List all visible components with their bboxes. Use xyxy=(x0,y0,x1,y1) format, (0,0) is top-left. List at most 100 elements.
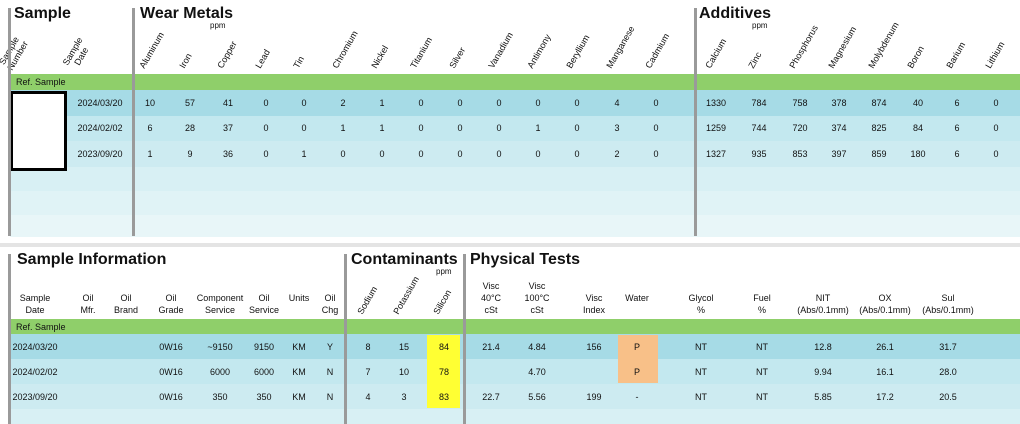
wear-metal-value: 0 xyxy=(574,149,580,159)
column-header: Phosphorus xyxy=(787,23,821,70)
column-header: Chromium xyxy=(330,29,360,70)
contaminant-value: 10 xyxy=(398,367,409,377)
sample-info-value: 2024/02/02 xyxy=(12,367,58,377)
column-header: Fuel % xyxy=(753,293,771,315)
wear-metal-value: 0 xyxy=(418,149,424,159)
column-header: Visc 40°C cSt xyxy=(480,281,502,315)
additive-value: 744 xyxy=(751,123,767,133)
wear-metal-value: 10 xyxy=(144,98,155,108)
sample-info-value: 2023/09/20 xyxy=(12,392,58,402)
contaminant-value: 7 xyxy=(365,367,371,377)
empty-row-band xyxy=(10,409,1020,424)
wear-metal-value: 0 xyxy=(263,149,269,159)
sample-info-value: Y xyxy=(326,342,333,352)
column-header: Potassium xyxy=(391,274,422,316)
wear-metal-value: 0 xyxy=(653,149,659,159)
divider xyxy=(694,8,697,236)
column-header: Silver xyxy=(447,45,468,70)
column-header: Titanium xyxy=(408,35,435,70)
additive-value: 784 xyxy=(751,98,767,108)
sample-info-value: 0W16 xyxy=(159,367,183,377)
column-header: Units xyxy=(288,293,310,303)
sample-info-value: 350 xyxy=(212,392,228,402)
physical-test-value: NT xyxy=(695,367,707,377)
physical-test-value: 12.8 xyxy=(814,342,832,352)
column-header: Oil Service xyxy=(248,293,279,315)
wear-metal-value: 0 xyxy=(340,149,346,159)
additive-value: 1330 xyxy=(705,98,727,108)
ref-sample-label: Ref. Sample xyxy=(16,77,66,87)
wear-metal-value: 37 xyxy=(222,123,233,133)
column-header: Tin xyxy=(291,54,307,70)
wear-metal-value: 1 xyxy=(379,98,385,108)
wear-metal-value: 0 xyxy=(457,123,463,133)
physical-test-value: NT xyxy=(695,342,707,352)
water-flag-highlight xyxy=(618,335,658,383)
sample-info-value: 6000 xyxy=(253,367,275,377)
wear-metal-value: 9 xyxy=(187,149,193,159)
physical-test-value: 28.0 xyxy=(939,367,957,377)
physical-tests-title: Physical Tests xyxy=(470,251,580,268)
column-header: NIT (Abs/0.1mm) xyxy=(797,293,849,315)
column-header: Oil Brand xyxy=(113,293,139,315)
empty-row-band xyxy=(10,215,1020,237)
additive-value: 720 xyxy=(792,123,808,133)
wear-metal-value: 28 xyxy=(184,123,195,133)
column-header: Oil Chg xyxy=(321,293,339,315)
wear-metal-value: 0 xyxy=(535,149,541,159)
additive-value: 825 xyxy=(871,123,887,133)
additive-value: 40 xyxy=(912,98,923,108)
column-header: Zinc xyxy=(746,50,764,70)
additives-title: Additives xyxy=(699,5,772,22)
sample-date-cell: 2024/02/02 xyxy=(77,123,123,133)
wear-metal-value: 57 xyxy=(184,98,195,108)
divider xyxy=(463,254,466,424)
contaminant-value: 15 xyxy=(398,342,409,352)
empty-row-band xyxy=(10,191,1020,215)
column-header: Beryllium xyxy=(564,32,592,70)
divider xyxy=(8,254,11,424)
sample-date-cell: 2023/09/20 xyxy=(77,149,123,159)
physical-test-value: 17.2 xyxy=(876,392,894,402)
table-row-band xyxy=(10,384,1020,409)
wear-metal-value: 0 xyxy=(379,149,385,159)
wear-metal-value: 0 xyxy=(653,123,659,133)
silicon-flag-highlight xyxy=(427,335,460,408)
sample-info-value: ~9150 xyxy=(207,342,233,352)
wear-metal-value: 2 xyxy=(340,98,346,108)
contaminant-value: 4 xyxy=(365,392,371,402)
physical-test-value: NT xyxy=(756,392,768,402)
column-header: Boron xyxy=(905,44,927,70)
wear-metal-value: 0 xyxy=(418,98,424,108)
wear-metal-value: 1 xyxy=(379,123,385,133)
column-header: Sample Date xyxy=(60,35,91,68)
wear-metal-value: 0 xyxy=(301,98,307,108)
additive-value: 6 xyxy=(954,123,960,133)
contaminant-value: 83 xyxy=(438,392,449,402)
wear-metal-value: 1 xyxy=(340,123,346,133)
column-header: Water xyxy=(625,293,649,303)
wear-metal-value: 0 xyxy=(653,98,659,108)
sample-info-value: KM xyxy=(292,342,306,352)
physical-test-value: 31.7 xyxy=(939,342,957,352)
divider xyxy=(132,8,135,236)
contaminant-value: 8 xyxy=(365,342,371,352)
contaminant-value: 84 xyxy=(438,342,449,352)
physical-test-value: - xyxy=(635,392,639,402)
column-header: Glycol % xyxy=(688,293,714,315)
physical-test-value: 4.84 xyxy=(528,342,546,352)
physical-test-value: 5.85 xyxy=(814,392,832,402)
additive-value: 378 xyxy=(831,98,847,108)
additive-value: 0 xyxy=(993,149,999,159)
column-header: Lead xyxy=(253,47,273,70)
column-header: Iron xyxy=(177,51,194,70)
column-header: Molybdenum xyxy=(866,20,901,71)
wear-metal-value: 36 xyxy=(222,149,233,159)
column-header: Silicon xyxy=(431,288,454,316)
section-separator xyxy=(0,243,1020,247)
wear-ppm-label: ppm xyxy=(210,21,226,30)
physical-test-value: 199 xyxy=(586,392,602,402)
physical-test-value: NT xyxy=(756,367,768,377)
additive-value: 84 xyxy=(912,123,923,133)
column-header: Nickel xyxy=(369,43,391,70)
